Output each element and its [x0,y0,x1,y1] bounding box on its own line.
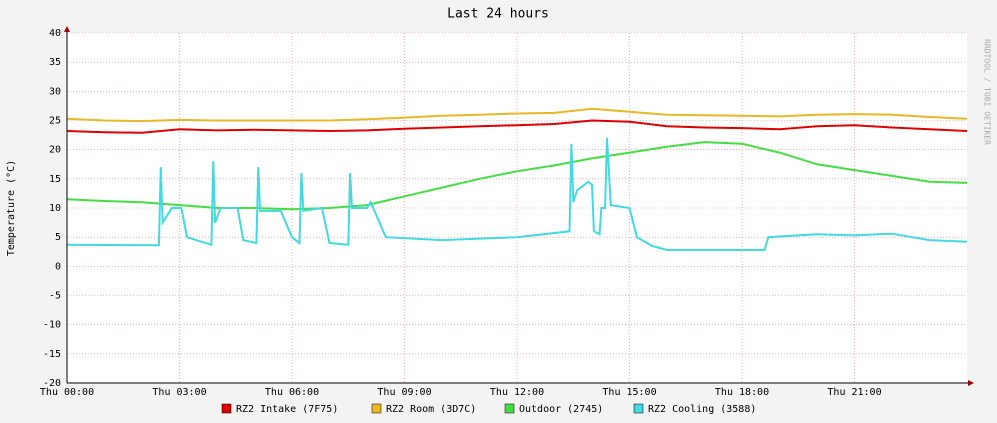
series-line [66,107,968,123]
chart-title: Last 24 hours [447,7,549,22]
side-text: RRDTOOL / TOBI OETIKER [983,39,992,145]
y-tick-label: 25 [49,116,61,127]
y-axis-label: Temperature (°C) [6,160,17,256]
legend-swatch [633,403,644,414]
series-line [66,119,968,134]
y-tick-label: 10 [49,203,61,214]
legend-swatch [504,403,515,414]
y-tick-label: -15 [43,349,61,360]
series-line [66,137,968,251]
y-tick-label: 40 [49,28,61,39]
y-tick-label: 5 [55,232,61,243]
x-tick-label: Thu 18:00 [715,387,769,398]
y-axis-arrow [64,26,70,32]
x-tick-label: Thu 12:00 [490,387,544,398]
y-tick-label: 20 [49,145,61,156]
legend-label: Outdoor (2745) [519,404,603,415]
x-axis-arrow [968,380,974,386]
y-tick-label: 15 [49,174,61,185]
x-tick-label: Thu 21:00 [827,387,881,398]
series-line [66,141,968,211]
x-tick-label: Thu 00:00 [40,387,94,398]
x-tick-label: Thu 15:00 [602,387,656,398]
y-tick-label: -10 [43,320,61,331]
y-tick-label: 0 [55,261,61,272]
legend-swatch [371,403,382,414]
legend-label: RZ2 Room (3D7C) [386,404,476,415]
y-tick-label: -5 [49,291,61,302]
x-tick-label: Thu 06:00 [265,387,319,398]
x-tick-label: Thu 09:00 [377,387,431,398]
y-tick-label: 35 [49,57,61,68]
legend-label: RZ2 Intake (7F75) [236,404,338,415]
y-tick-label: 30 [49,86,61,97]
legend-label: RZ2 Cooling (3588) [648,404,756,415]
y-tick-label: -20 [43,378,61,389]
x-tick-label: Thu 03:00 [152,387,206,398]
legend-swatch [221,403,232,414]
